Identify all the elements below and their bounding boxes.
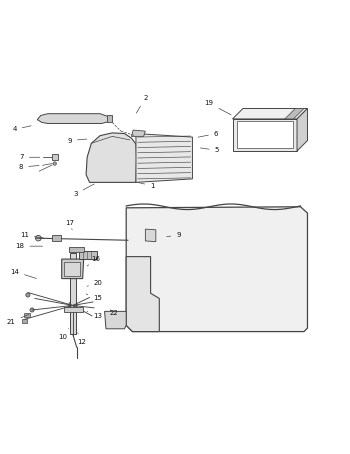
Polygon shape: [70, 253, 76, 335]
Polygon shape: [24, 313, 30, 317]
Circle shape: [30, 308, 34, 312]
Text: 16: 16: [87, 256, 100, 266]
Polygon shape: [105, 311, 126, 329]
Polygon shape: [79, 251, 97, 259]
Polygon shape: [62, 259, 84, 279]
Text: 21: 21: [7, 315, 29, 325]
Circle shape: [26, 293, 30, 297]
Text: 1: 1: [138, 183, 155, 189]
Circle shape: [134, 131, 137, 133]
Polygon shape: [86, 133, 136, 183]
Polygon shape: [136, 133, 193, 183]
Polygon shape: [232, 119, 297, 151]
Circle shape: [66, 117, 71, 121]
Polygon shape: [232, 109, 307, 119]
Circle shape: [71, 297, 75, 301]
Circle shape: [56, 117, 60, 121]
Text: 17: 17: [65, 220, 74, 230]
Circle shape: [69, 301, 77, 310]
Text: 9: 9: [68, 138, 87, 143]
Text: 7: 7: [19, 154, 40, 160]
Circle shape: [71, 292, 75, 296]
Circle shape: [53, 162, 56, 165]
Polygon shape: [285, 109, 304, 119]
Text: 14: 14: [10, 269, 36, 278]
Text: 20: 20: [87, 280, 103, 286]
Polygon shape: [126, 257, 159, 331]
Circle shape: [134, 133, 137, 136]
Text: 13: 13: [87, 311, 102, 319]
Text: 19: 19: [205, 100, 231, 115]
Polygon shape: [131, 130, 145, 136]
Text: 18: 18: [15, 243, 43, 249]
Polygon shape: [64, 262, 80, 276]
Text: 12: 12: [77, 333, 86, 345]
Circle shape: [71, 287, 75, 291]
Circle shape: [36, 235, 41, 241]
Text: 15: 15: [86, 294, 102, 301]
Circle shape: [71, 281, 75, 286]
Polygon shape: [37, 114, 111, 123]
Polygon shape: [237, 121, 293, 148]
Text: 2: 2: [136, 95, 148, 113]
Circle shape: [46, 117, 50, 121]
Circle shape: [77, 117, 81, 121]
Polygon shape: [107, 115, 112, 123]
Polygon shape: [297, 109, 307, 151]
Text: 4: 4: [13, 126, 31, 133]
Text: 10: 10: [58, 329, 69, 340]
Text: 8: 8: [19, 164, 39, 170]
Polygon shape: [69, 247, 84, 252]
Polygon shape: [52, 154, 58, 160]
Polygon shape: [22, 319, 27, 323]
Polygon shape: [52, 235, 61, 241]
Polygon shape: [126, 207, 307, 331]
Polygon shape: [64, 307, 83, 312]
Text: 5: 5: [201, 147, 219, 153]
Circle shape: [88, 117, 92, 121]
Text: 11: 11: [20, 232, 43, 238]
Text: 9: 9: [167, 232, 181, 238]
Text: 22: 22: [110, 310, 118, 316]
Text: 3: 3: [74, 184, 94, 197]
Polygon shape: [145, 229, 156, 242]
Text: 6: 6: [198, 131, 218, 137]
